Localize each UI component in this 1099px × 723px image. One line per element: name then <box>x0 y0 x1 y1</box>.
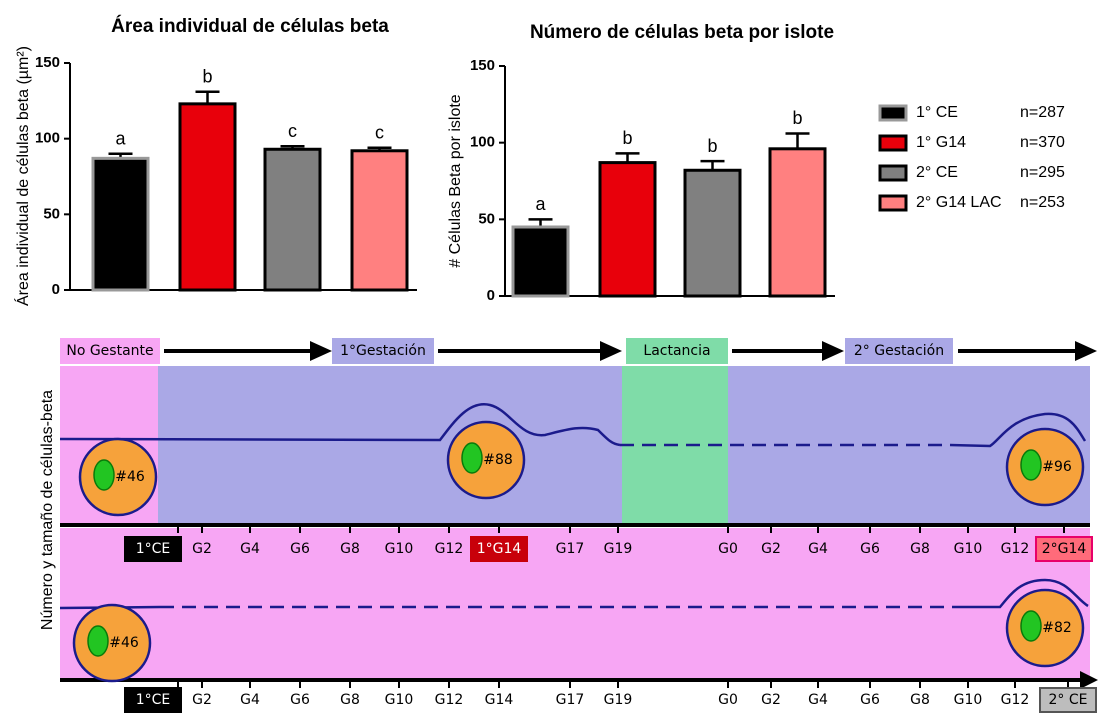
axis-label: G10 <box>385 541 414 557</box>
chart-title: Área individual de células beta <box>111 15 389 37</box>
axis-label: G2 <box>761 541 781 557</box>
axis-label: G6 <box>290 541 310 557</box>
axis-label: G6 <box>290 692 310 708</box>
axis-label: G8 <box>340 541 360 557</box>
bar <box>265 149 320 290</box>
axis-label: G17 <box>556 541 585 557</box>
phase-label: 2° Gestación <box>854 343 944 359</box>
axis-label: G2 <box>192 541 212 557</box>
axis-label: 1°G14 <box>477 541 522 557</box>
diagram-y-label: Número y tamaño de células-beta <box>39 390 56 630</box>
axis-label: 1°CE <box>136 692 171 708</box>
axis-label: G6 <box>860 692 880 708</box>
bar <box>685 170 740 296</box>
beta-cell <box>94 460 114 490</box>
y-axis-label: Área individual de células beta (µm²) <box>13 46 32 306</box>
significance-label: c <box>375 122 384 142</box>
axis-label: G19 <box>604 541 633 557</box>
y-tick-label: 50 <box>43 205 60 222</box>
phase-label: Lactancia <box>643 343 710 359</box>
axis-label: G12 <box>1001 541 1030 557</box>
beta-cell <box>1021 450 1041 480</box>
beta-cell <box>462 443 482 473</box>
phase-label: 1°Gestación <box>340 343 426 359</box>
legend-swatch <box>880 106 906 120</box>
significance-label: b <box>707 136 717 156</box>
axis-label: G6 <box>860 541 880 557</box>
y-tick-label: 100 <box>470 134 495 151</box>
axis-label: G4 <box>240 692 260 708</box>
axis-label: G4 <box>240 541 260 557</box>
cell-count: #96 <box>1042 459 1072 475</box>
axis-label: G10 <box>954 692 983 708</box>
axis-label: G8 <box>910 541 930 557</box>
beta-cell <box>1021 611 1041 641</box>
legend-n: n=370 <box>1020 134 1065 151</box>
legend-n: n=287 <box>1020 104 1065 121</box>
cell-count: #82 <box>1042 620 1072 636</box>
legend-swatch <box>880 196 906 210</box>
axis-label: G10 <box>385 692 414 708</box>
axis-label: G4 <box>808 541 828 557</box>
beta-cell <box>88 626 108 656</box>
significance-label: b <box>792 108 802 128</box>
axis-label: G12 <box>435 692 464 708</box>
axis-label: 2° CE <box>1049 692 1088 708</box>
axis-label: G14 <box>485 692 514 708</box>
axis-label: 1°CE <box>136 541 171 557</box>
axis-label: G2 <box>761 692 781 708</box>
cell-count: #46 <box>109 635 139 651</box>
y-tick-label: 150 <box>470 57 495 74</box>
legend-n: n=295 <box>1020 164 1065 181</box>
y-tick-label: 50 <box>478 210 495 227</box>
legend-swatch <box>880 166 906 180</box>
legend-name: 2° G14 LAC <box>916 194 1002 211</box>
bar <box>513 227 568 296</box>
y-tick-label: 0 <box>52 281 60 298</box>
significance-label: c <box>288 121 297 141</box>
axis-label: G17 <box>556 692 585 708</box>
axis-label: G12 <box>1001 692 1030 708</box>
y-tick-label: 150 <box>35 54 60 71</box>
phase-label: No Gestante <box>66 343 153 359</box>
axis-label: G0 <box>718 541 738 557</box>
legend-name: 1° CE <box>916 104 958 121</box>
legend-swatch <box>880 136 906 150</box>
legend-name: 1° G14 <box>916 134 966 151</box>
figure: #46 #88 #96 #46 #82 Número y tamaño de célul… <box>0 0 1099 718</box>
cell-count: #46 <box>115 469 145 485</box>
bar <box>600 163 655 296</box>
axis-label: G8 <box>340 692 360 708</box>
axis-label: G2 <box>192 692 212 708</box>
y-axis-label: # Células Beta por islote <box>447 94 464 268</box>
significance-label: b <box>622 128 632 148</box>
significance-label: a <box>535 194 546 214</box>
legend-n: n=253 <box>1020 194 1065 211</box>
axis-label: G4 <box>808 692 828 708</box>
axis-label: G0 <box>718 692 738 708</box>
cell-count: #88 <box>483 452 513 468</box>
axis-label: G10 <box>954 541 983 557</box>
bar <box>93 158 148 290</box>
bar <box>352 151 407 290</box>
axis-label: G8 <box>910 692 930 708</box>
chart-title: Número de células beta por islote <box>530 22 834 43</box>
legend-name: 2° CE <box>916 164 958 181</box>
bg-gestacion-1 <box>158 366 622 526</box>
axis-label: 2°G14 <box>1042 541 1087 557</box>
axis-label: G12 <box>435 541 464 557</box>
bar <box>180 104 235 290</box>
y-tick-label: 100 <box>35 130 60 147</box>
axis-label: G19 <box>604 692 633 708</box>
significance-label: b <box>202 67 212 87</box>
y-tick-label: 0 <box>487 287 495 304</box>
bar <box>770 149 825 296</box>
significance-label: a <box>115 129 126 149</box>
